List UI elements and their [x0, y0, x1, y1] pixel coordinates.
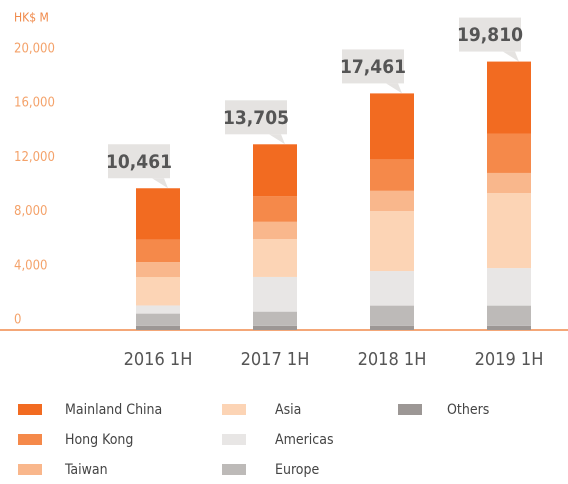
bar-segment — [253, 325, 297, 330]
y-tick-label: 8,000 — [14, 204, 47, 219]
legend-swatch — [222, 464, 246, 475]
legend-swatch — [398, 404, 422, 415]
callout-box — [225, 100, 287, 135]
x-tick-label: 2018 1H — [358, 349, 427, 370]
bar-segment — [487, 325, 531, 330]
bar-segment — [487, 305, 531, 326]
y-axis-label: HK$ M — [14, 11, 49, 25]
bar-segment — [136, 277, 180, 306]
bar-segment — [487, 193, 531, 269]
total-label: 10,461 — [106, 151, 172, 173]
bar-segment — [370, 159, 414, 191]
bar-segment — [253, 276, 297, 312]
bar-segment — [253, 144, 297, 197]
legend-label: Americas — [275, 432, 334, 448]
bar-segment — [487, 172, 531, 194]
callout-box — [459, 17, 521, 52]
legend-swatch — [18, 404, 42, 415]
bar-segment — [487, 61, 531, 134]
bar-segment — [253, 239, 297, 277]
bar-segment — [136, 239, 180, 263]
y-tick-label: 4,000 — [14, 258, 47, 273]
callout-pointer — [152, 178, 168, 189]
callout-pointer — [503, 51, 519, 62]
bar-segment — [370, 93, 414, 160]
legend-swatch — [222, 434, 246, 445]
bar-segment — [370, 325, 414, 330]
legend-label: Europe — [275, 462, 320, 478]
x-tick-label: 2019 1H — [475, 349, 544, 370]
legend-label: Asia — [275, 402, 301, 418]
total-label: 19,810 — [457, 24, 523, 46]
x-tick-label: 2016 1H — [124, 349, 193, 370]
bar-segment — [370, 271, 414, 306]
y-tick-label: 0 — [14, 313, 21, 328]
bar-segment — [253, 311, 297, 326]
bar-segment — [136, 313, 180, 326]
legend-label: Taiwan — [64, 462, 108, 478]
legend-swatch — [222, 404, 246, 415]
total-label: 13,705 — [223, 107, 289, 129]
legend-label: Others — [447, 402, 489, 418]
y-tick-label: 12,000 — [14, 150, 55, 165]
legend-label: Hong Kong — [65, 432, 133, 448]
callout-pointer — [386, 83, 402, 94]
callout-pointer — [269, 134, 285, 145]
bar-segment — [370, 305, 414, 326]
bar-segment — [487, 133, 531, 173]
legend-label: Mainland China — [65, 402, 162, 418]
y-tick-label: 20,000 — [14, 42, 55, 57]
legend-swatch — [18, 434, 42, 445]
y-tick-label: 16,000 — [14, 96, 55, 111]
x-tick-label: 2017 1H — [241, 349, 310, 370]
bar-segment — [136, 188, 180, 240]
bar-segment — [253, 221, 297, 240]
callout-box — [342, 49, 404, 84]
bar-segment — [370, 211, 414, 272]
bar-segment — [136, 305, 180, 314]
callout-box — [108, 144, 170, 179]
legend-swatch — [18, 464, 42, 475]
bar-segment — [253, 196, 297, 222]
bar-segment — [487, 268, 531, 306]
total-label: 17,461 — [340, 56, 406, 78]
bar-segment — [136, 262, 180, 278]
bar-segment — [370, 190, 414, 212]
bar-segment — [136, 325, 180, 330]
